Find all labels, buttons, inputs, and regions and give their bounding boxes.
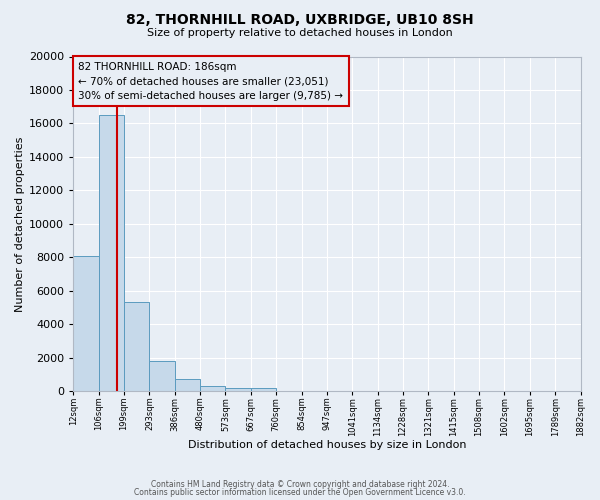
Bar <box>149 361 175 391</box>
Text: 82, THORNHILL ROAD, UXBRIDGE, UB10 8SH: 82, THORNHILL ROAD, UXBRIDGE, UB10 8SH <box>126 12 474 26</box>
Bar <box>124 302 149 391</box>
Bar <box>200 386 226 391</box>
Y-axis label: Number of detached properties: Number of detached properties <box>15 136 25 312</box>
Bar <box>175 378 200 391</box>
X-axis label: Distribution of detached houses by size in London: Distribution of detached houses by size … <box>188 440 466 450</box>
Text: Contains HM Land Registry data © Crown copyright and database right 2024.: Contains HM Land Registry data © Crown c… <box>151 480 449 489</box>
Bar <box>251 388 276 391</box>
Text: Contains public sector information licensed under the Open Government Licence v3: Contains public sector information licen… <box>134 488 466 497</box>
Bar <box>73 256 98 391</box>
Text: Size of property relative to detached houses in London: Size of property relative to detached ho… <box>147 28 453 38</box>
Bar <box>226 388 251 391</box>
Bar <box>98 115 124 391</box>
Text: 82 THORNHILL ROAD: 186sqm
← 70% of detached houses are smaller (23,051)
30% of s: 82 THORNHILL ROAD: 186sqm ← 70% of detac… <box>79 62 343 101</box>
